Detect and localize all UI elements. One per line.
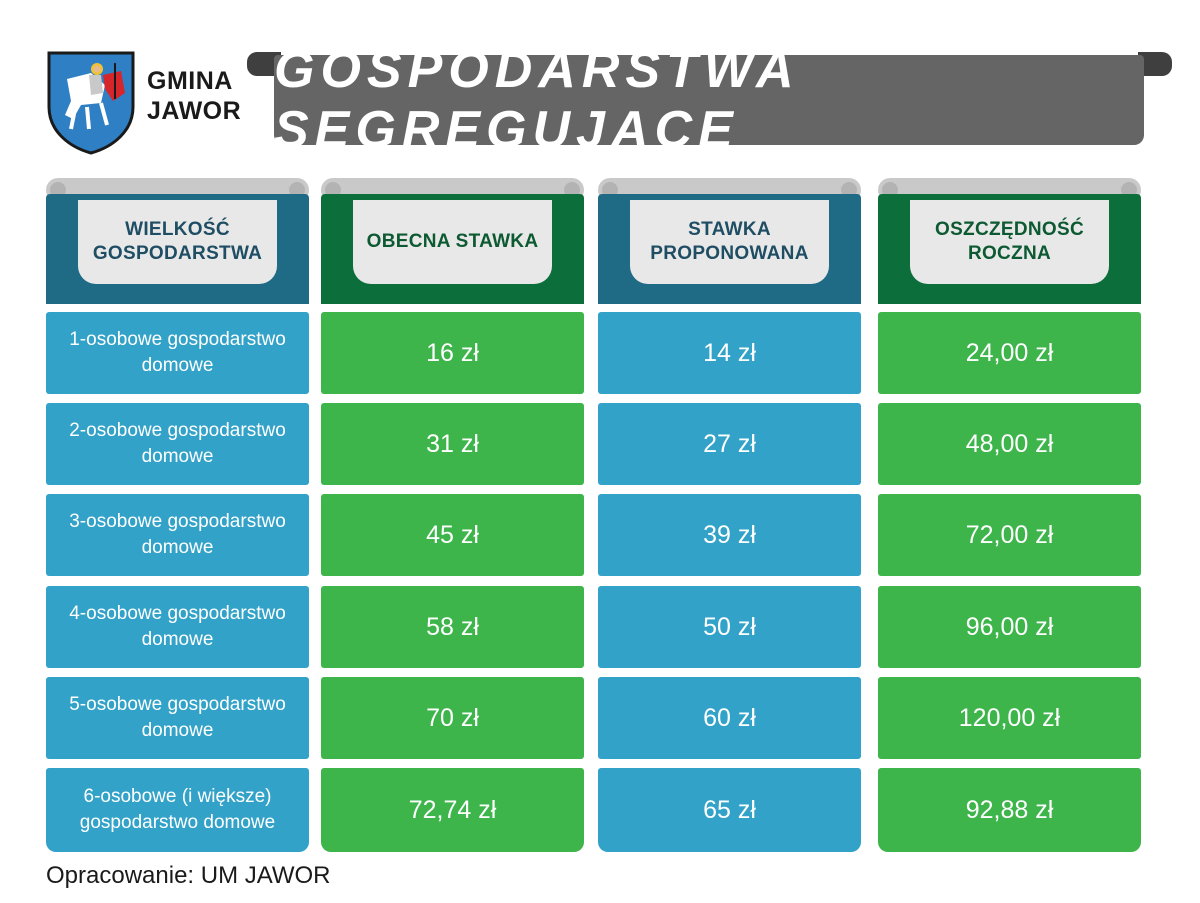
column-current-rate: OBECNA STAWKA 16 zł 31 zł 45 zł 58 zł 70…: [321, 178, 584, 852]
table-cell: 45 zł: [321, 494, 584, 576]
table-cell: 92,88 zł: [878, 768, 1141, 852]
coat-of-arms-icon: [47, 51, 135, 155]
table-cell: 72,00 zł: [878, 494, 1141, 576]
column-label: OSZCZĘDNOŚĆ ROCZNA: [910, 200, 1109, 284]
table-cell: 6-osobowe (i większe) gospodarstwo domow…: [46, 768, 309, 852]
table-cell: 14 zł: [598, 312, 861, 394]
title-banner: GOSPODARSTWA SEGREGUJĄCE: [274, 41, 1144, 159]
table-cell: 72,74 zł: [321, 768, 584, 852]
source-note: Opracowanie: UM JAWOR: [46, 862, 331, 889]
header-body: OBECNA STAWKA: [321, 194, 584, 304]
column-header: STAWKA PROPONOWANA: [598, 178, 861, 304]
table-cell: 50 zł: [598, 586, 861, 668]
column-household-size: WIELKOŚĆ GOSPODARSTWA 1-osobowe gospodar…: [46, 178, 309, 852]
brand-line-2: JAWOR: [147, 97, 242, 125]
table-cell: 2-osobowe gospodarstwo domowe: [46, 403, 309, 485]
table-cell: 24,00 zł: [878, 312, 1141, 394]
table-cell: 31 zł: [321, 403, 584, 485]
table-cell: 48,00 zł: [878, 403, 1141, 485]
column-header: OSZCZĘDNOŚĆ ROCZNA: [878, 178, 1141, 304]
table-cell: 65 zł: [598, 768, 861, 852]
brand-name: GMINA JAWOR: [147, 66, 241, 126]
table-cell: 70 zł: [321, 677, 584, 759]
column-annual-savings: OSZCZĘDNOŚĆ ROCZNA 24,00 zł 48,00 zł 72,…: [878, 178, 1141, 852]
column-label: OBECNA STAWKA: [353, 200, 552, 284]
table-cell: 5-osobowe gospodarstwo domowe: [46, 677, 309, 759]
table-cell: 120,00 zł: [878, 677, 1141, 759]
table-cell: 60 zł: [598, 677, 861, 759]
header-body: STAWKA PROPONOWANA: [598, 194, 861, 304]
brand-line-1: GMINA: [147, 67, 233, 95]
column-label: WIELKOŚĆ GOSPODARSTWA: [78, 200, 277, 284]
table-cell: 1-osobowe gospodarstwo domowe: [46, 312, 309, 394]
table-cell: 96,00 zł: [878, 586, 1141, 668]
column-label: STAWKA PROPONOWANA: [630, 200, 829, 284]
page-title: GOSPODARSTWA SEGREGUJĄCE: [274, 41, 798, 159]
column-header: OBECNA STAWKA: [321, 178, 584, 304]
table-cell: 58 zł: [321, 586, 584, 668]
table-cell: 39 zł: [598, 494, 861, 576]
table-cell: 3-osobowe gospodarstwo domowe: [46, 494, 309, 576]
table-cell: 4-osobowe gospodarstwo domowe: [46, 586, 309, 668]
column-header: WIELKOŚĆ GOSPODARSTWA: [46, 178, 309, 304]
table-cell: 16 zł: [321, 312, 584, 394]
column-proposed-rate: STAWKA PROPONOWANA 14 zł 27 zł 39 zł 50 …: [598, 178, 861, 852]
table-cell: 27 zł: [598, 403, 861, 485]
header-body: OSZCZĘDNOŚĆ ROCZNA: [878, 194, 1141, 304]
header-body: WIELKOŚĆ GOSPODARSTWA: [46, 194, 309, 304]
